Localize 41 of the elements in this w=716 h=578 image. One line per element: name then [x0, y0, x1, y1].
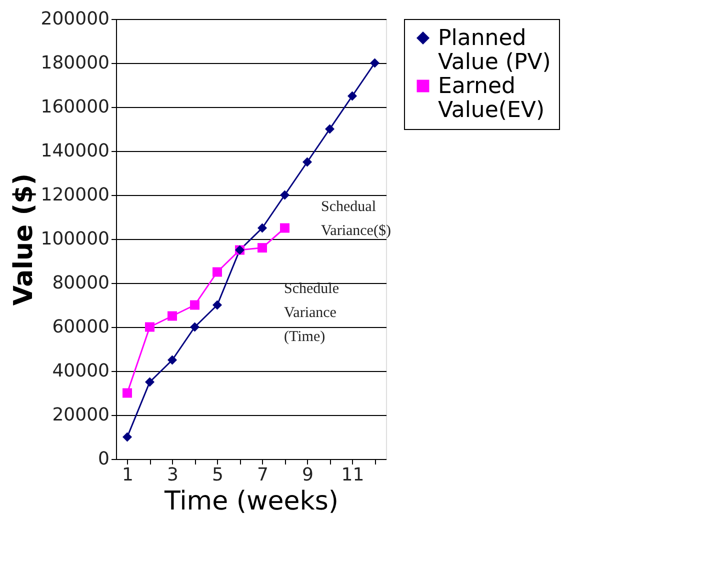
point — [145, 377, 154, 387]
legend-label: Planned Value (PV) — [438, 26, 551, 75]
x-tick-label: 3 — [167, 464, 178, 486]
y-axis-title: Value ($) — [8, 173, 39, 306]
y-tick-label: 80000 — [52, 272, 110, 294]
point — [212, 300, 222, 310]
point — [258, 223, 267, 233]
y-tick-label: 20000 — [52, 404, 110, 426]
annotation: Schedule Variance (Time) — [284, 281, 340, 345]
point — [122, 388, 132, 398]
point — [168, 311, 177, 321]
y-tick-label: 140000 — [40, 140, 110, 162]
point — [325, 124, 334, 134]
point — [348, 91, 357, 101]
point — [302, 157, 312, 167]
x-tick-label: 9 — [302, 464, 314, 486]
point — [280, 223, 290, 233]
y-tick-label: 0 — [98, 448, 110, 470]
point — [212, 267, 222, 277]
x-tick-label: 5 — [212, 464, 224, 486]
y-tick-label: 120000 — [40, 184, 110, 206]
x-tick-label: 1 — [122, 464, 134, 486]
y-tick-label: 180000 — [40, 52, 110, 74]
point — [122, 432, 132, 442]
annotation: Schedual Variance($) — [321, 199, 391, 239]
point — [190, 300, 200, 310]
point — [258, 243, 267, 253]
x-tick-label: 11 — [341, 464, 364, 486]
x-tick-label: 7 — [257, 464, 268, 486]
y-tick-label: 160000 — [40, 96, 110, 118]
point — [370, 58, 380, 68]
y-tick-label: 60000 — [52, 316, 110, 338]
x-axis-title: Time (weeks) — [163, 486, 339, 516]
point — [145, 322, 154, 332]
legend-label: Earned Value(EV) — [438, 74, 545, 123]
y-tick-label: 100000 — [40, 228, 110, 250]
point — [280, 190, 290, 200]
point — [168, 355, 177, 365]
y-tick-label: 40000 — [52, 360, 110, 382]
point — [190, 322, 200, 332]
y-tick-label: 200000 — [40, 8, 110, 30]
